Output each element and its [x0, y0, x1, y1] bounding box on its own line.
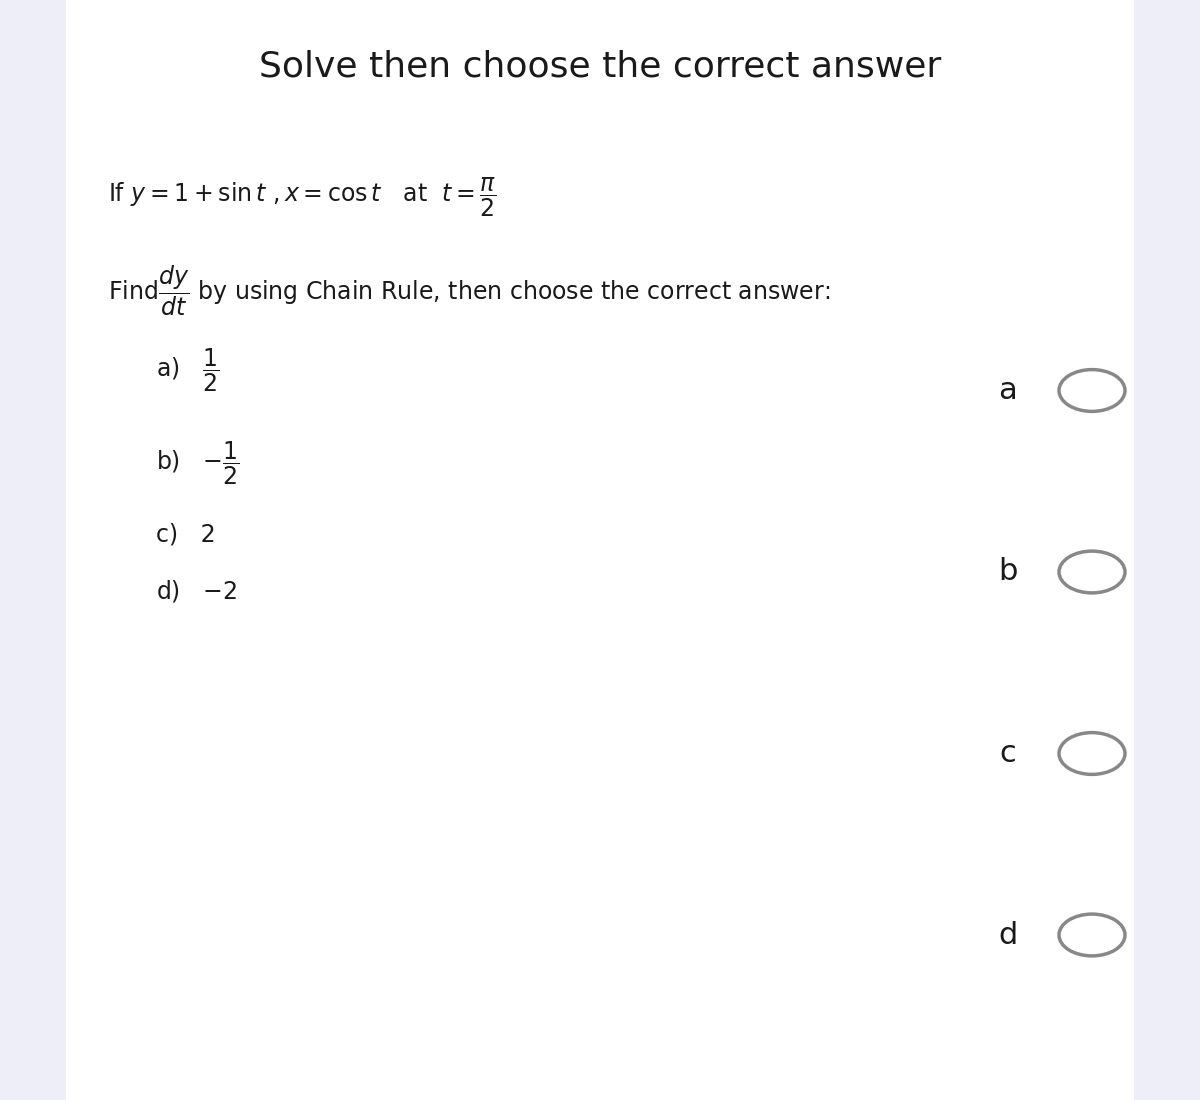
Text: Solve then choose the correct answer: Solve then choose the correct answer [259, 50, 941, 84]
Text: Find$\dfrac{dy}{dt}$ by using Chain Rule, then choose the correct answer:: Find$\dfrac{dy}{dt}$ by using Chain Rule… [108, 264, 830, 318]
Text: b)   $-\dfrac{1}{2}$: b) $-\dfrac{1}{2}$ [156, 440, 240, 487]
Text: If $y = 1 + \sin t$ $,x = \cos t$   at  $t = \dfrac{\pi}{2}$: If $y = 1 + \sin t$ $,x = \cos t$ at $t … [108, 176, 497, 219]
Bar [0, 0, 66, 1100]
Bar [1134, 0, 1200, 1100]
Text: d: d [998, 921, 1018, 949]
Text: b: b [998, 558, 1018, 586]
Text: a)   $\dfrac{1}{2}$: a) $\dfrac{1}{2}$ [156, 346, 220, 394]
Text: a: a [998, 376, 1018, 405]
Text: c: c [1000, 739, 1016, 768]
Text: c)   2: c) 2 [156, 522, 216, 547]
Text: d)   $-2$: d) $-2$ [156, 578, 238, 604]
